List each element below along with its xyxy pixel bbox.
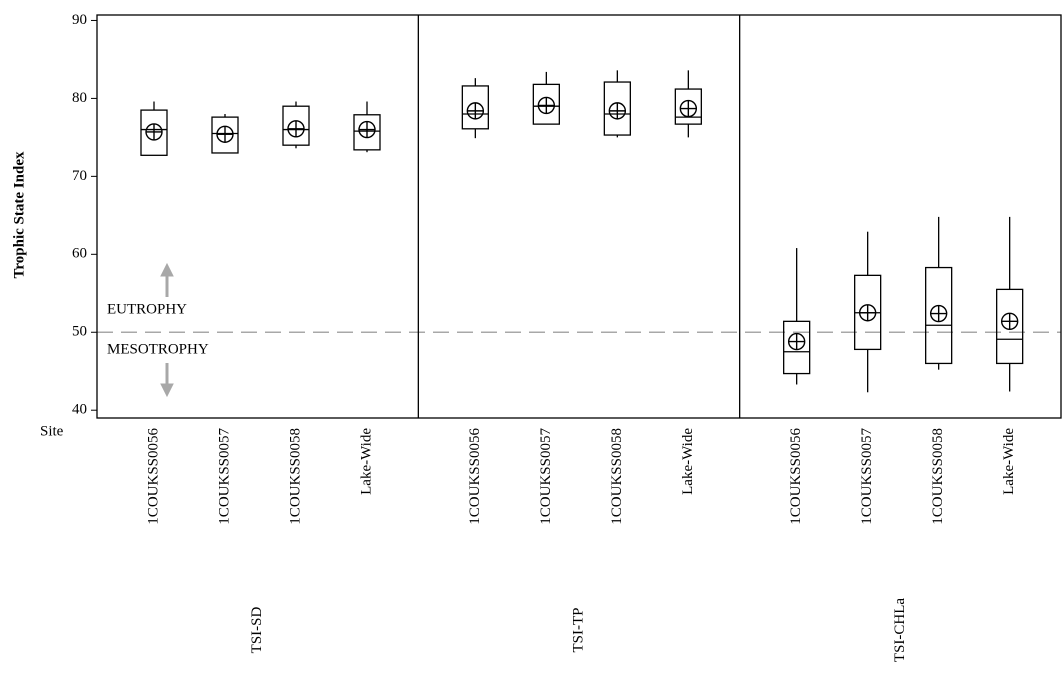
y-tick-label: 40	[72, 402, 87, 418]
y-tick-label: 60	[72, 246, 87, 262]
box	[211, 116, 239, 154]
mean-marker	[216, 125, 234, 143]
mean-marker	[287, 120, 305, 138]
box	[532, 83, 560, 125]
x-tick-label: 1COUKSS0058	[609, 428, 625, 525]
mean-marker	[145, 123, 163, 141]
x-tick-label: 1COUKSS0056	[788, 428, 804, 525]
panel-label: TSI-SD	[249, 606, 265, 653]
y-axis-label: Trophic State Index	[11, 151, 27, 278]
box	[603, 81, 631, 136]
mean-marker	[679, 99, 698, 118]
panel-label: TSI-TP	[570, 608, 586, 653]
y-tick-label: 50	[72, 324, 87, 340]
y-tick-label: 90	[72, 12, 87, 28]
x-tick-label: 1COUKSS0057	[216, 428, 232, 525]
mean-marker	[358, 120, 376, 139]
mean-marker	[929, 304, 948, 323]
mean-marker	[466, 102, 485, 120]
upper-label: EUTROPHY	[107, 302, 187, 318]
box	[674, 88, 702, 125]
box	[282, 105, 310, 146]
x-tick-label: 1COUKSS0056	[145, 428, 161, 525]
lower-label: MESOTROPHY	[107, 342, 209, 358]
arrows	[160, 262, 174, 398]
x-tick-label: Lake-Wide	[358, 428, 374, 495]
x-axis-label: Site	[40, 423, 64, 439]
x-tick-label: 1COUKSS0056	[467, 428, 483, 525]
x-tick-label: Lake-Wide	[1001, 428, 1017, 495]
box	[461, 85, 489, 130]
x-tick-label: 1COUKSS0058	[930, 428, 946, 525]
x-tick-label: 1COUKSS0057	[538, 428, 554, 525]
mean-marker	[787, 332, 806, 351]
x-tick-label: 1COUKSS0058	[287, 428, 303, 525]
plot-frame	[96, 14, 1062, 419]
mean-marker	[608, 102, 627, 120]
mean-marker	[858, 304, 877, 322]
x-tick-label: 1COUKSS0057	[859, 428, 875, 525]
mean-marker	[1000, 312, 1019, 331]
y-tick-label: 80	[72, 90, 87, 106]
panel-label: TSI-CHLa	[892, 598, 908, 662]
box	[925, 266, 953, 365]
box	[353, 114, 381, 151]
box	[140, 109, 168, 156]
mean-marker	[537, 96, 556, 115]
box	[996, 288, 1024, 365]
box	[783, 320, 811, 375]
x-tick-label: Lake-Wide	[680, 428, 696, 495]
y-tick-label: 70	[72, 168, 87, 184]
